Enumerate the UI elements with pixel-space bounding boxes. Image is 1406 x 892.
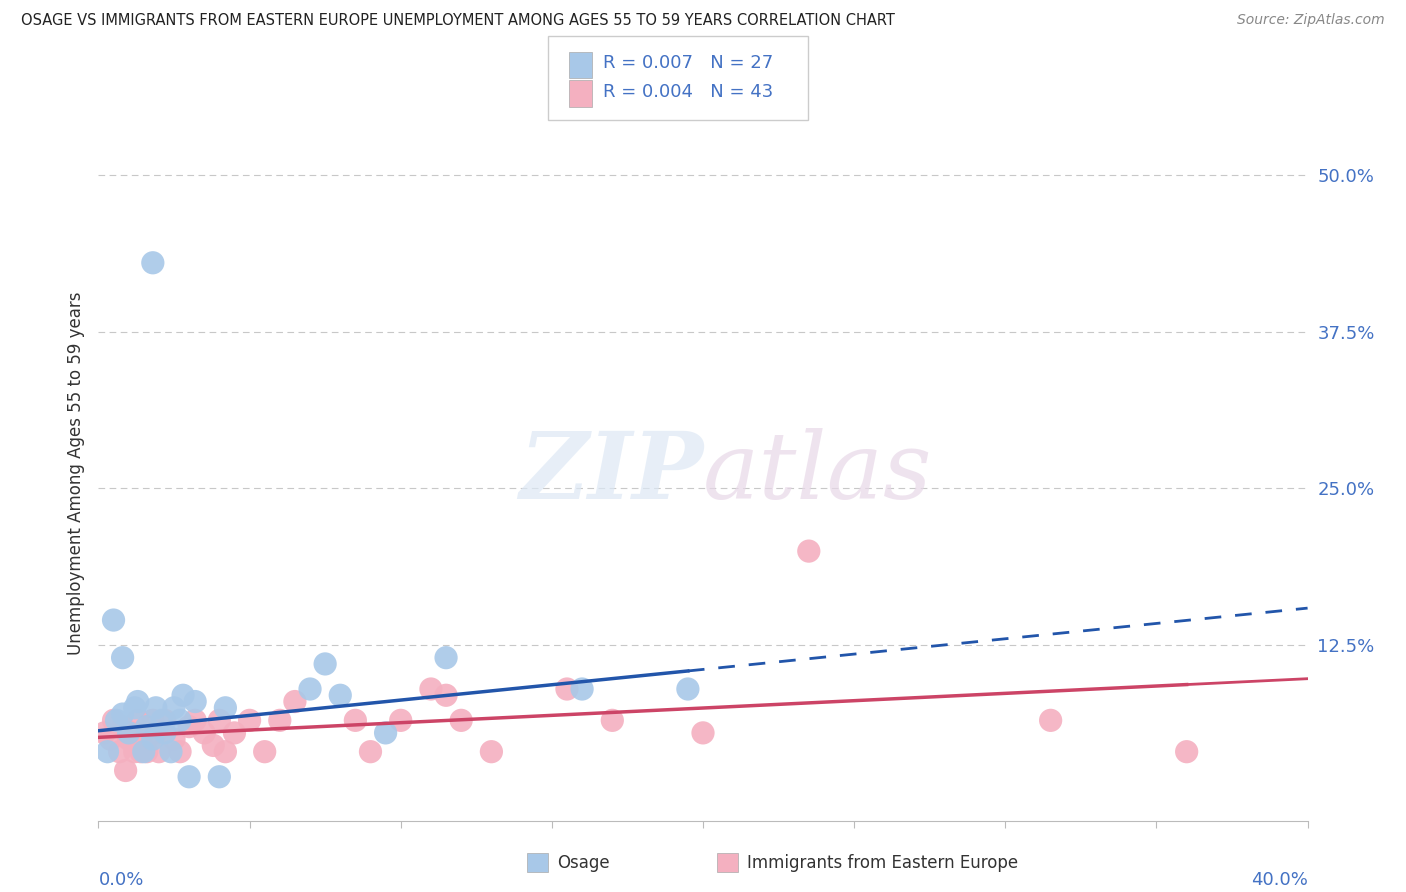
Point [142,256,165,270]
Point [111,720,134,734]
Point [145,726,167,740]
Point [179,720,201,734]
Point [239,714,262,728]
Point [127,694,149,708]
Point [202,739,225,753]
Point [124,745,146,759]
Point [1039,714,1062,728]
Point [692,726,714,740]
Point [124,701,146,715]
Point [571,681,593,696]
Point [153,714,176,728]
Point [179,770,201,784]
Point [450,714,472,728]
Point [344,714,367,728]
Point [169,745,191,759]
Point [214,701,236,715]
Point [111,707,134,722]
Y-axis label: Unemployment Among Ages 55 to 59 years: Unemployment Among Ages 55 to 59 years [66,291,84,655]
Point [555,681,578,696]
Point [329,688,352,702]
Point [129,745,152,759]
Point [193,726,215,740]
Text: 40.0%: 40.0% [1251,871,1308,888]
Point [111,650,134,665]
Point [214,745,236,759]
Point [434,650,457,665]
Point [1175,745,1198,759]
Point [481,745,503,759]
Point [148,745,170,759]
Text: atlas: atlas [703,428,932,517]
Point [360,745,382,759]
Text: Source: ZipAtlas.com: Source: ZipAtlas.com [1237,13,1385,28]
Point [100,732,122,747]
Point [96,745,118,759]
Point [118,732,141,747]
Point [184,714,207,728]
Point [208,770,231,784]
Point [103,714,125,728]
Point [172,688,194,702]
Point [132,745,155,759]
Point [142,732,165,747]
Point [153,726,176,740]
Point [163,701,186,715]
Point [108,745,131,759]
Point [269,714,291,728]
Point [676,681,699,696]
Text: OSAGE VS IMMIGRANTS FROM EASTERN EUROPE UNEMPLOYMENT AMONG AGES 55 TO 59 YEARS C: OSAGE VS IMMIGRANTS FROM EASTERN EUROPE … [21,13,896,29]
Point [374,726,396,740]
Point [224,726,246,740]
Point [163,732,186,747]
Point [797,544,820,558]
Point [420,681,443,696]
Text: Immigrants from Eastern Europe: Immigrants from Eastern Europe [747,854,1018,871]
Text: 0.0%: 0.0% [98,871,143,888]
Point [284,694,307,708]
Point [208,714,231,728]
Point [103,613,125,627]
Point [150,714,173,728]
Point [121,726,143,740]
Point [253,745,276,759]
Point [135,720,157,734]
Point [299,681,322,696]
Point [93,726,115,740]
Text: ZIP: ZIP [519,428,703,517]
Text: R = 0.004   N = 43: R = 0.004 N = 43 [603,83,773,101]
Point [142,714,165,728]
Point [314,657,336,671]
Point [105,714,128,728]
Text: Osage: Osage [557,854,609,871]
Point [114,764,136,778]
Point [602,714,624,728]
Point [127,714,149,728]
Point [118,726,141,740]
Point [135,745,157,759]
Point [184,694,207,708]
Point [169,714,191,728]
Point [160,745,183,759]
Point [389,714,412,728]
Point [434,688,457,702]
Point [132,726,155,740]
Text: R = 0.007   N = 27: R = 0.007 N = 27 [603,54,773,72]
Point [145,701,167,715]
